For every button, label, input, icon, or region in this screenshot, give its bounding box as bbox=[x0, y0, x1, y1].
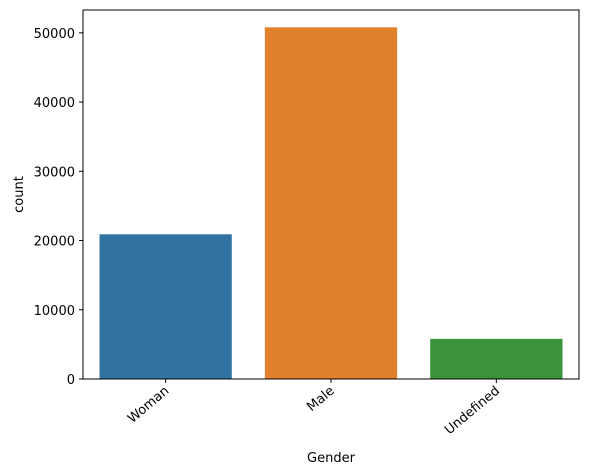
bar-undefined bbox=[430, 338, 563, 379]
y-tick-label: 40000 bbox=[34, 96, 75, 111]
x-axis-ticks: Woman Male Undefined bbox=[125, 379, 503, 438]
y-axis-ticks: 0 10000 20000 30000 40000 50000 bbox=[34, 27, 83, 388]
bars-group bbox=[99, 27, 563, 380]
y-tick-label: 20000 bbox=[34, 235, 75, 250]
plot-frame bbox=[82, 9, 580, 380]
y-tick-label: 30000 bbox=[34, 165, 75, 180]
y-tick-label: 0 bbox=[67, 373, 75, 388]
y-tick-label: 50000 bbox=[34, 27, 75, 42]
bar-male bbox=[264, 27, 398, 380]
x-tick-label-woman: Woman bbox=[125, 384, 172, 427]
y-axis-label: count bbox=[12, 176, 27, 213]
x-tick-label-male: Male bbox=[304, 384, 337, 415]
x-axis-label: Gender bbox=[307, 451, 356, 466]
x-tick-label-undefined: Undefined bbox=[442, 384, 503, 438]
bar-woman bbox=[99, 234, 232, 379]
y-tick-label: 10000 bbox=[34, 304, 75, 319]
